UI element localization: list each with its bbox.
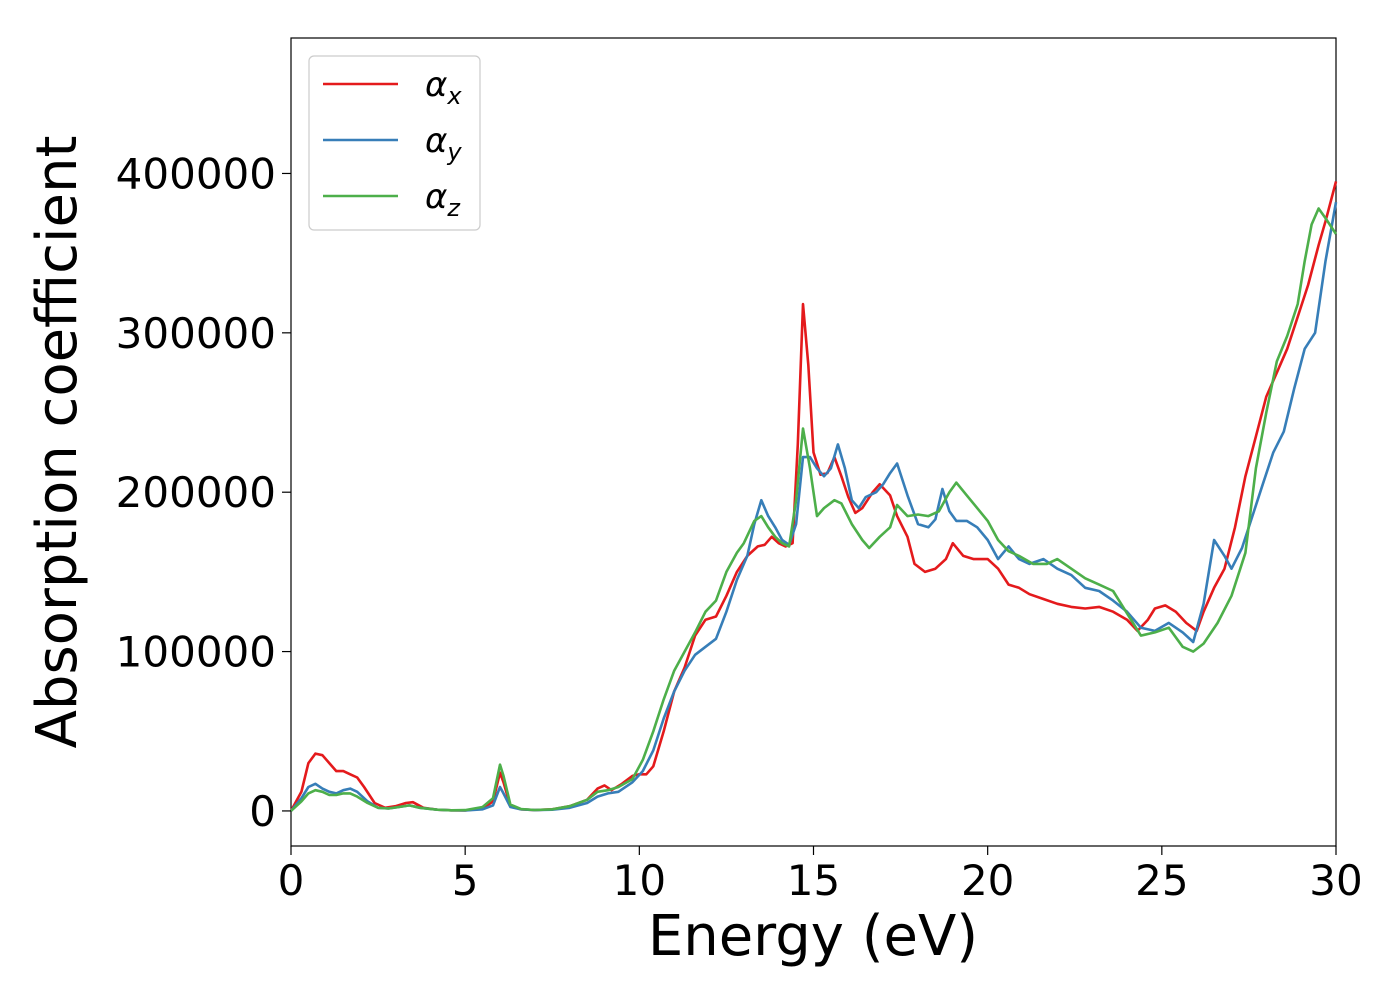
x-tick-label: 25 <box>1135 856 1188 905</box>
y-axis-title: Absorption coefficient <box>25 136 90 749</box>
y-tick-label: 400000 <box>116 149 276 198</box>
y-tick-label: 300000 <box>116 309 276 358</box>
x-tick-label: 20 <box>961 856 1014 905</box>
y-tick-label: 200000 <box>116 468 276 517</box>
y-tick-label: 100000 <box>116 628 276 677</box>
x-tick-label: 10 <box>613 856 666 905</box>
y-axis: 0 100000 200000 300000 400000 <box>116 149 291 836</box>
x-axis: 0 5 10 15 20 25 30 <box>278 846 1363 905</box>
x-axis-title: Energy (eV) <box>648 904 978 969</box>
y-tick-label: 0 <box>249 787 276 836</box>
legend-entry-alpha-x: αx <box>323 65 462 110</box>
series-line-alpha-z <box>290 207 1338 812</box>
x-tick-label: 5 <box>452 856 479 905</box>
legend-box <box>308 55 481 231</box>
x-tick-label: 15 <box>787 856 840 905</box>
x-tick-label: 30 <box>1309 856 1362 905</box>
series-layer <box>289 181 1338 812</box>
x-tick-label: 0 <box>278 856 305 905</box>
